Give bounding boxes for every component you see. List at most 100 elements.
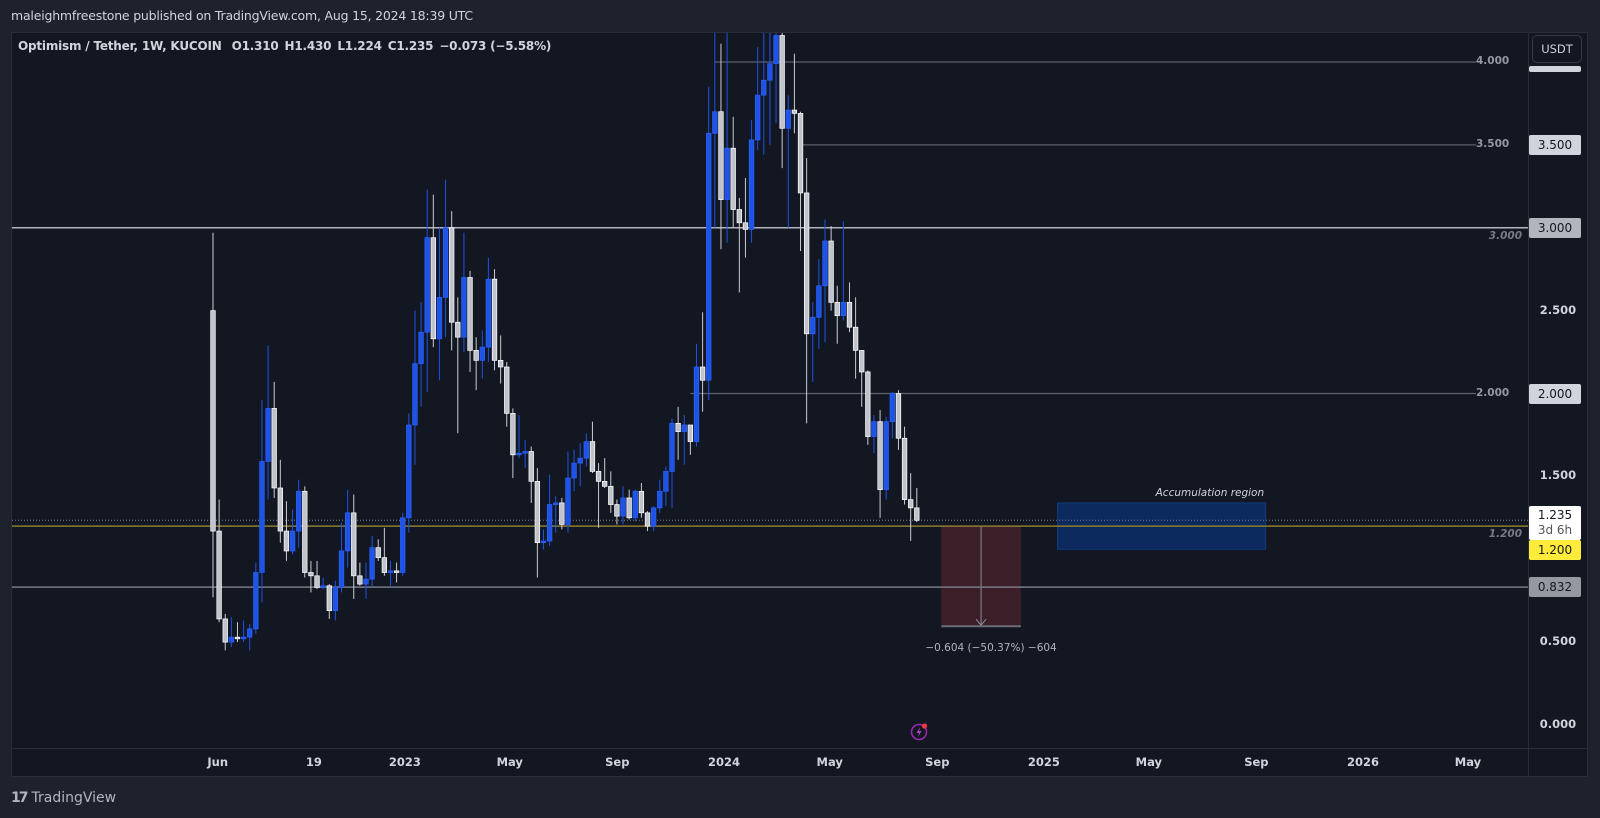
tradingview-logo[interactable]: 17 TradingView (11, 790, 116, 806)
lightning-alert-icon[interactable] (910, 721, 930, 741)
candle[interactable] (565, 451, 571, 533)
candle[interactable] (871, 415, 877, 454)
candle[interactable] (351, 494, 357, 600)
candle[interactable] (504, 362, 510, 427)
candle[interactable] (901, 426, 908, 505)
candle[interactable] (381, 527, 388, 576)
candle[interactable] (614, 499, 620, 525)
candle[interactable] (497, 335, 504, 384)
candle[interactable] (571, 449, 577, 492)
candle[interactable] (516, 415, 522, 459)
candle[interactable] (877, 410, 883, 518)
candle[interactable] (620, 486, 626, 525)
candle[interactable] (748, 120, 755, 243)
candle[interactable] (357, 562, 363, 586)
candle[interactable] (859, 350, 865, 407)
candle[interactable] (638, 483, 645, 518)
candle[interactable] (234, 622, 241, 643)
candle[interactable] (675, 406, 681, 460)
candle[interactable] (626, 489, 632, 520)
candle[interactable] (424, 189, 430, 392)
candle[interactable] (810, 302, 816, 382)
candle[interactable] (546, 474, 553, 546)
candle[interactable] (240, 620, 247, 643)
candle[interactable] (412, 310, 418, 465)
candle[interactable] (803, 158, 810, 424)
candle[interactable] (761, 32, 767, 155)
candle[interactable] (296, 479, 302, 548)
candle[interactable] (400, 512, 406, 576)
candle[interactable] (706, 86, 712, 401)
candle[interactable] (650, 506, 657, 532)
candle[interactable] (553, 496, 559, 533)
candle[interactable] (491, 269, 498, 371)
candle[interactable] (210, 232, 216, 598)
candle[interactable] (522, 439, 528, 469)
candle[interactable] (455, 297, 461, 434)
candle[interactable] (632, 489, 638, 522)
candle[interactable] (253, 562, 259, 634)
candle[interactable] (852, 297, 859, 379)
candle[interactable] (559, 497, 565, 530)
candle[interactable] (834, 285, 840, 344)
candle[interactable] (908, 473, 914, 542)
candle[interactable] (797, 111, 804, 251)
candle[interactable] (663, 466, 669, 507)
candle[interactable] (602, 458, 608, 488)
candle[interactable] (785, 95, 791, 228)
candle[interactable] (644, 511, 651, 532)
candle[interactable] (718, 43, 724, 250)
candle[interactable] (222, 613, 228, 651)
candle[interactable] (320, 577, 326, 590)
candle[interactable] (755, 47, 761, 150)
candle[interactable] (442, 179, 449, 338)
candle[interactable] (589, 421, 596, 474)
candle[interactable] (461, 232, 467, 353)
candle[interactable] (369, 536, 375, 588)
candle[interactable] (687, 424, 694, 455)
candle[interactable] (712, 32, 718, 228)
candle[interactable] (577, 443, 583, 487)
candle[interactable] (767, 32, 773, 145)
candle[interactable] (583, 433, 589, 467)
candle[interactable] (681, 415, 687, 465)
candle[interactable] (387, 560, 394, 586)
candle[interactable] (265, 345, 271, 500)
candle[interactable] (344, 489, 351, 568)
candle[interactable] (889, 391, 895, 439)
candle[interactable] (865, 370, 871, 445)
candle[interactable] (473, 337, 479, 391)
candle[interactable] (779, 19, 785, 169)
candle[interactable] (467, 270, 473, 372)
candle[interactable] (693, 343, 700, 447)
candle[interactable] (846, 282, 853, 333)
candle[interactable] (271, 381, 277, 498)
candle[interactable] (406, 413, 412, 533)
candle[interactable] (375, 539, 381, 561)
candle[interactable] (595, 463, 602, 528)
candle[interactable] (540, 529, 547, 550)
candle[interactable] (449, 211, 455, 351)
candle[interactable] (338, 522, 345, 593)
candle[interactable] (308, 560, 314, 593)
candle[interactable] (895, 390, 902, 450)
candle[interactable] (332, 580, 339, 621)
candle[interactable] (883, 416, 889, 500)
candle[interactable] (259, 400, 265, 603)
candle[interactable] (228, 617, 235, 648)
candle[interactable] (914, 487, 920, 523)
candle[interactable] (302, 486, 308, 578)
candle[interactable] (510, 408, 516, 479)
candle[interactable] (699, 312, 706, 412)
candle[interactable] (736, 197, 742, 293)
candle[interactable] (608, 471, 614, 513)
candle[interactable] (326, 584, 332, 619)
candle[interactable] (822, 219, 828, 343)
candle[interactable] (247, 623, 253, 651)
candle[interactable] (528, 446, 534, 503)
candle[interactable] (216, 499, 222, 623)
candle[interactable] (669, 418, 675, 508)
candle[interactable] (828, 226, 834, 311)
candle[interactable] (479, 330, 485, 379)
